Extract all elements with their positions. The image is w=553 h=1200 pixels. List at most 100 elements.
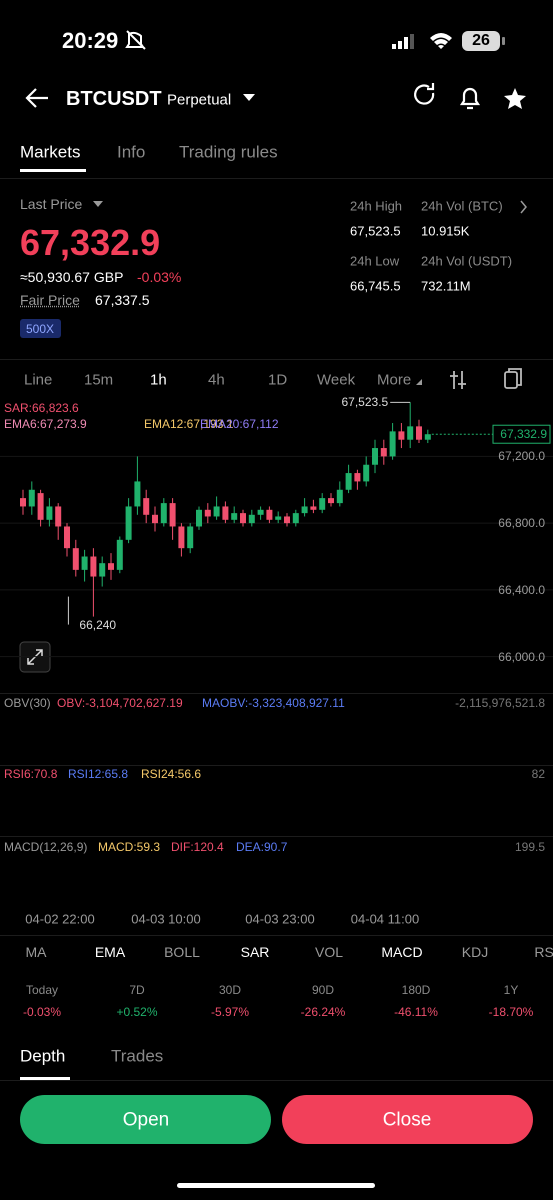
indicator-label: OBV(30) [4, 696, 51, 710]
action-label[interactable]: Close [382, 1109, 432, 1131]
interval[interactable]: 15m [84, 371, 114, 389]
period-change: -0.03% [22, 1005, 62, 1019]
divider [0, 178, 553, 179]
indicator-tab[interactable]: RSI [534, 944, 553, 960]
stat-value: 732.11M [421, 278, 471, 294]
candle-body [116, 539, 123, 570]
candle-body [345, 473, 352, 490]
stat-value: 66,745.5 [350, 278, 401, 294]
candle-body [28, 489, 35, 507]
x-tick-label: 04-03 23:00 [245, 911, 315, 927]
last-price: 67,332.9 [20, 222, 161, 263]
period: 180D [401, 983, 431, 997]
legend-item: SAR:66,823.6 [4, 401, 79, 415]
indicator-tab[interactable]: EMA [94, 944, 126, 960]
period: 30D [218, 983, 242, 997]
chart [0, 401, 553, 658]
candle-body [90, 556, 97, 577]
candle-body [169, 503, 176, 527]
indicator-tab[interactable]: SAR [240, 944, 270, 960]
divider [0, 693, 553, 694]
fair-price: 67,337.5 [95, 292, 150, 308]
divider [0, 1080, 553, 1081]
candle-body [231, 513, 238, 520]
divider [0, 836, 553, 837]
interval[interactable]: 1h [150, 371, 167, 389]
indicator-label: DIF:120.4 [171, 840, 224, 854]
divider [0, 359, 553, 360]
indicator-tab[interactable]: MACD [381, 944, 423, 960]
candle-body [328, 498, 334, 504]
indicator-tab[interactable]: KDJ [461, 944, 489, 960]
candle-body [222, 506, 229, 520]
period-change: -26.24% [300, 1005, 346, 1019]
close-button[interactable] [282, 1095, 533, 1144]
divider [0, 765, 553, 766]
high-label: 67,523.5 [341, 395, 389, 410]
tab[interactable]: Info [117, 142, 146, 162]
period-change: +0.52% [116, 1005, 158, 1019]
price-label: Last Price [20, 196, 83, 212]
interval[interactable]: Line [24, 371, 53, 389]
tab-underline [20, 169, 86, 172]
candle-body [20, 498, 26, 507]
candle-body [336, 489, 343, 504]
interval[interactable]: More [377, 371, 412, 389]
interval[interactable]: 1D [268, 371, 288, 389]
panel-axis-label: 199.5 [514, 840, 545, 854]
indicator-label: OBV:-3,104,702,627.19 [57, 696, 183, 710]
status-icons [125, 30, 505, 51]
action-label[interactable]: Open [122, 1109, 170, 1131]
indicator-label: RSI24:56.6 [141, 767, 202, 781]
candle-body [363, 464, 370, 482]
low-label: 66,240 [79, 617, 117, 632]
y-tick-label: 66,000.0 [498, 649, 545, 664]
bottom-tab[interactable]: Depth [20, 1046, 66, 1066]
interval[interactable]: 4h [208, 371, 225, 389]
fair-label: Fair Price [20, 292, 80, 308]
period: 7D [129, 983, 145, 997]
candle-body [37, 493, 44, 520]
period-change: -18.70% [488, 1005, 534, 1019]
period-change: -46.11% [394, 1005, 438, 1019]
open-button[interactable] [20, 1095, 271, 1144]
candle-body [64, 526, 70, 549]
indicator-tab[interactable]: MA [25, 944, 47, 960]
y-tick-label: 66,800.0 [498, 516, 545, 531]
tab[interactable]: Markets [20, 142, 81, 162]
x-tick-label: 04-03 10:00 [131, 911, 201, 927]
stat-label: 24h Vol (USDT) [421, 253, 513, 269]
panel-axis-label: -2,115,976,521.8 [455, 696, 545, 710]
price-tag: 67,332.9 [500, 427, 547, 442]
candle-body [108, 563, 114, 570]
candle-body [354, 473, 361, 482]
tab-underline [20, 1077, 70, 1080]
stat-label: 24h Vol (BTC) [421, 198, 503, 214]
candle-body [301, 506, 308, 514]
bottom-tab[interactable]: Trades [111, 1046, 164, 1066]
candle-body [240, 513, 246, 524]
clock: 20:29 [62, 28, 119, 53]
interval[interactable]: Week [317, 371, 356, 389]
candle-body [398, 431, 405, 440]
x-tick-label: 04-02 22:00 [25, 911, 95, 927]
indicator-label: MACD:59.3 [98, 840, 161, 854]
indicator-tab[interactable]: BOLL [164, 944, 200, 960]
tab[interactable]: Trading rules [179, 142, 278, 162]
fiat-price: ≈50,930.67 GBP [20, 269, 124, 285]
stat-value: 67,523.5 [350, 223, 401, 239]
candle-body [196, 509, 202, 527]
indicator-label: RSI6:70.8 [4, 767, 58, 781]
candle-body [424, 434, 431, 440]
candle-body [292, 513, 299, 524]
indicator-label: MAOBV:-3,323,408,927.11 [202, 696, 345, 710]
candle-body [134, 481, 141, 507]
header-icons[interactable] [19, 83, 527, 673]
leverage-badge [20, 319, 61, 338]
indicator-tab[interactable]: VOL [314, 944, 344, 960]
candle-body [275, 516, 282, 520]
stat-label: 24h Low [350, 253, 400, 269]
indicator-label: MACD(12,26,9) [4, 840, 88, 854]
candle-body [143, 498, 150, 515]
